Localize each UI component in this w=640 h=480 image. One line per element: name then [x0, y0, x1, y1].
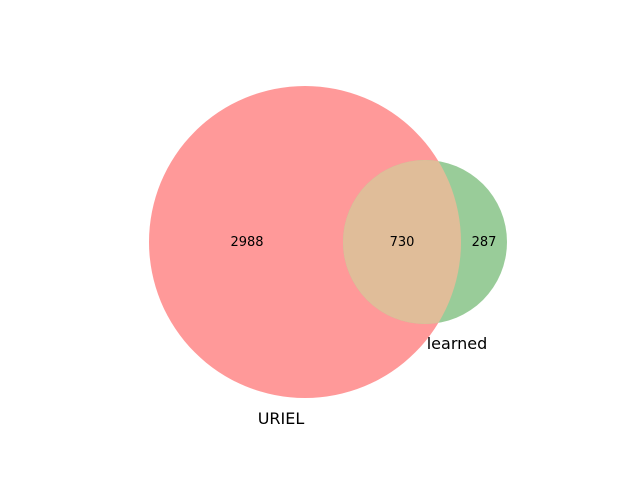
learned-set-label: learned: [427, 334, 488, 353]
uriel-only-count: 2988: [230, 235, 263, 250]
uriel-set-label: URIEL: [258, 409, 305, 428]
intersection-count: 730: [390, 235, 415, 250]
learned-only-count: 287: [472, 235, 497, 250]
uriel-circle: [149, 86, 461, 398]
